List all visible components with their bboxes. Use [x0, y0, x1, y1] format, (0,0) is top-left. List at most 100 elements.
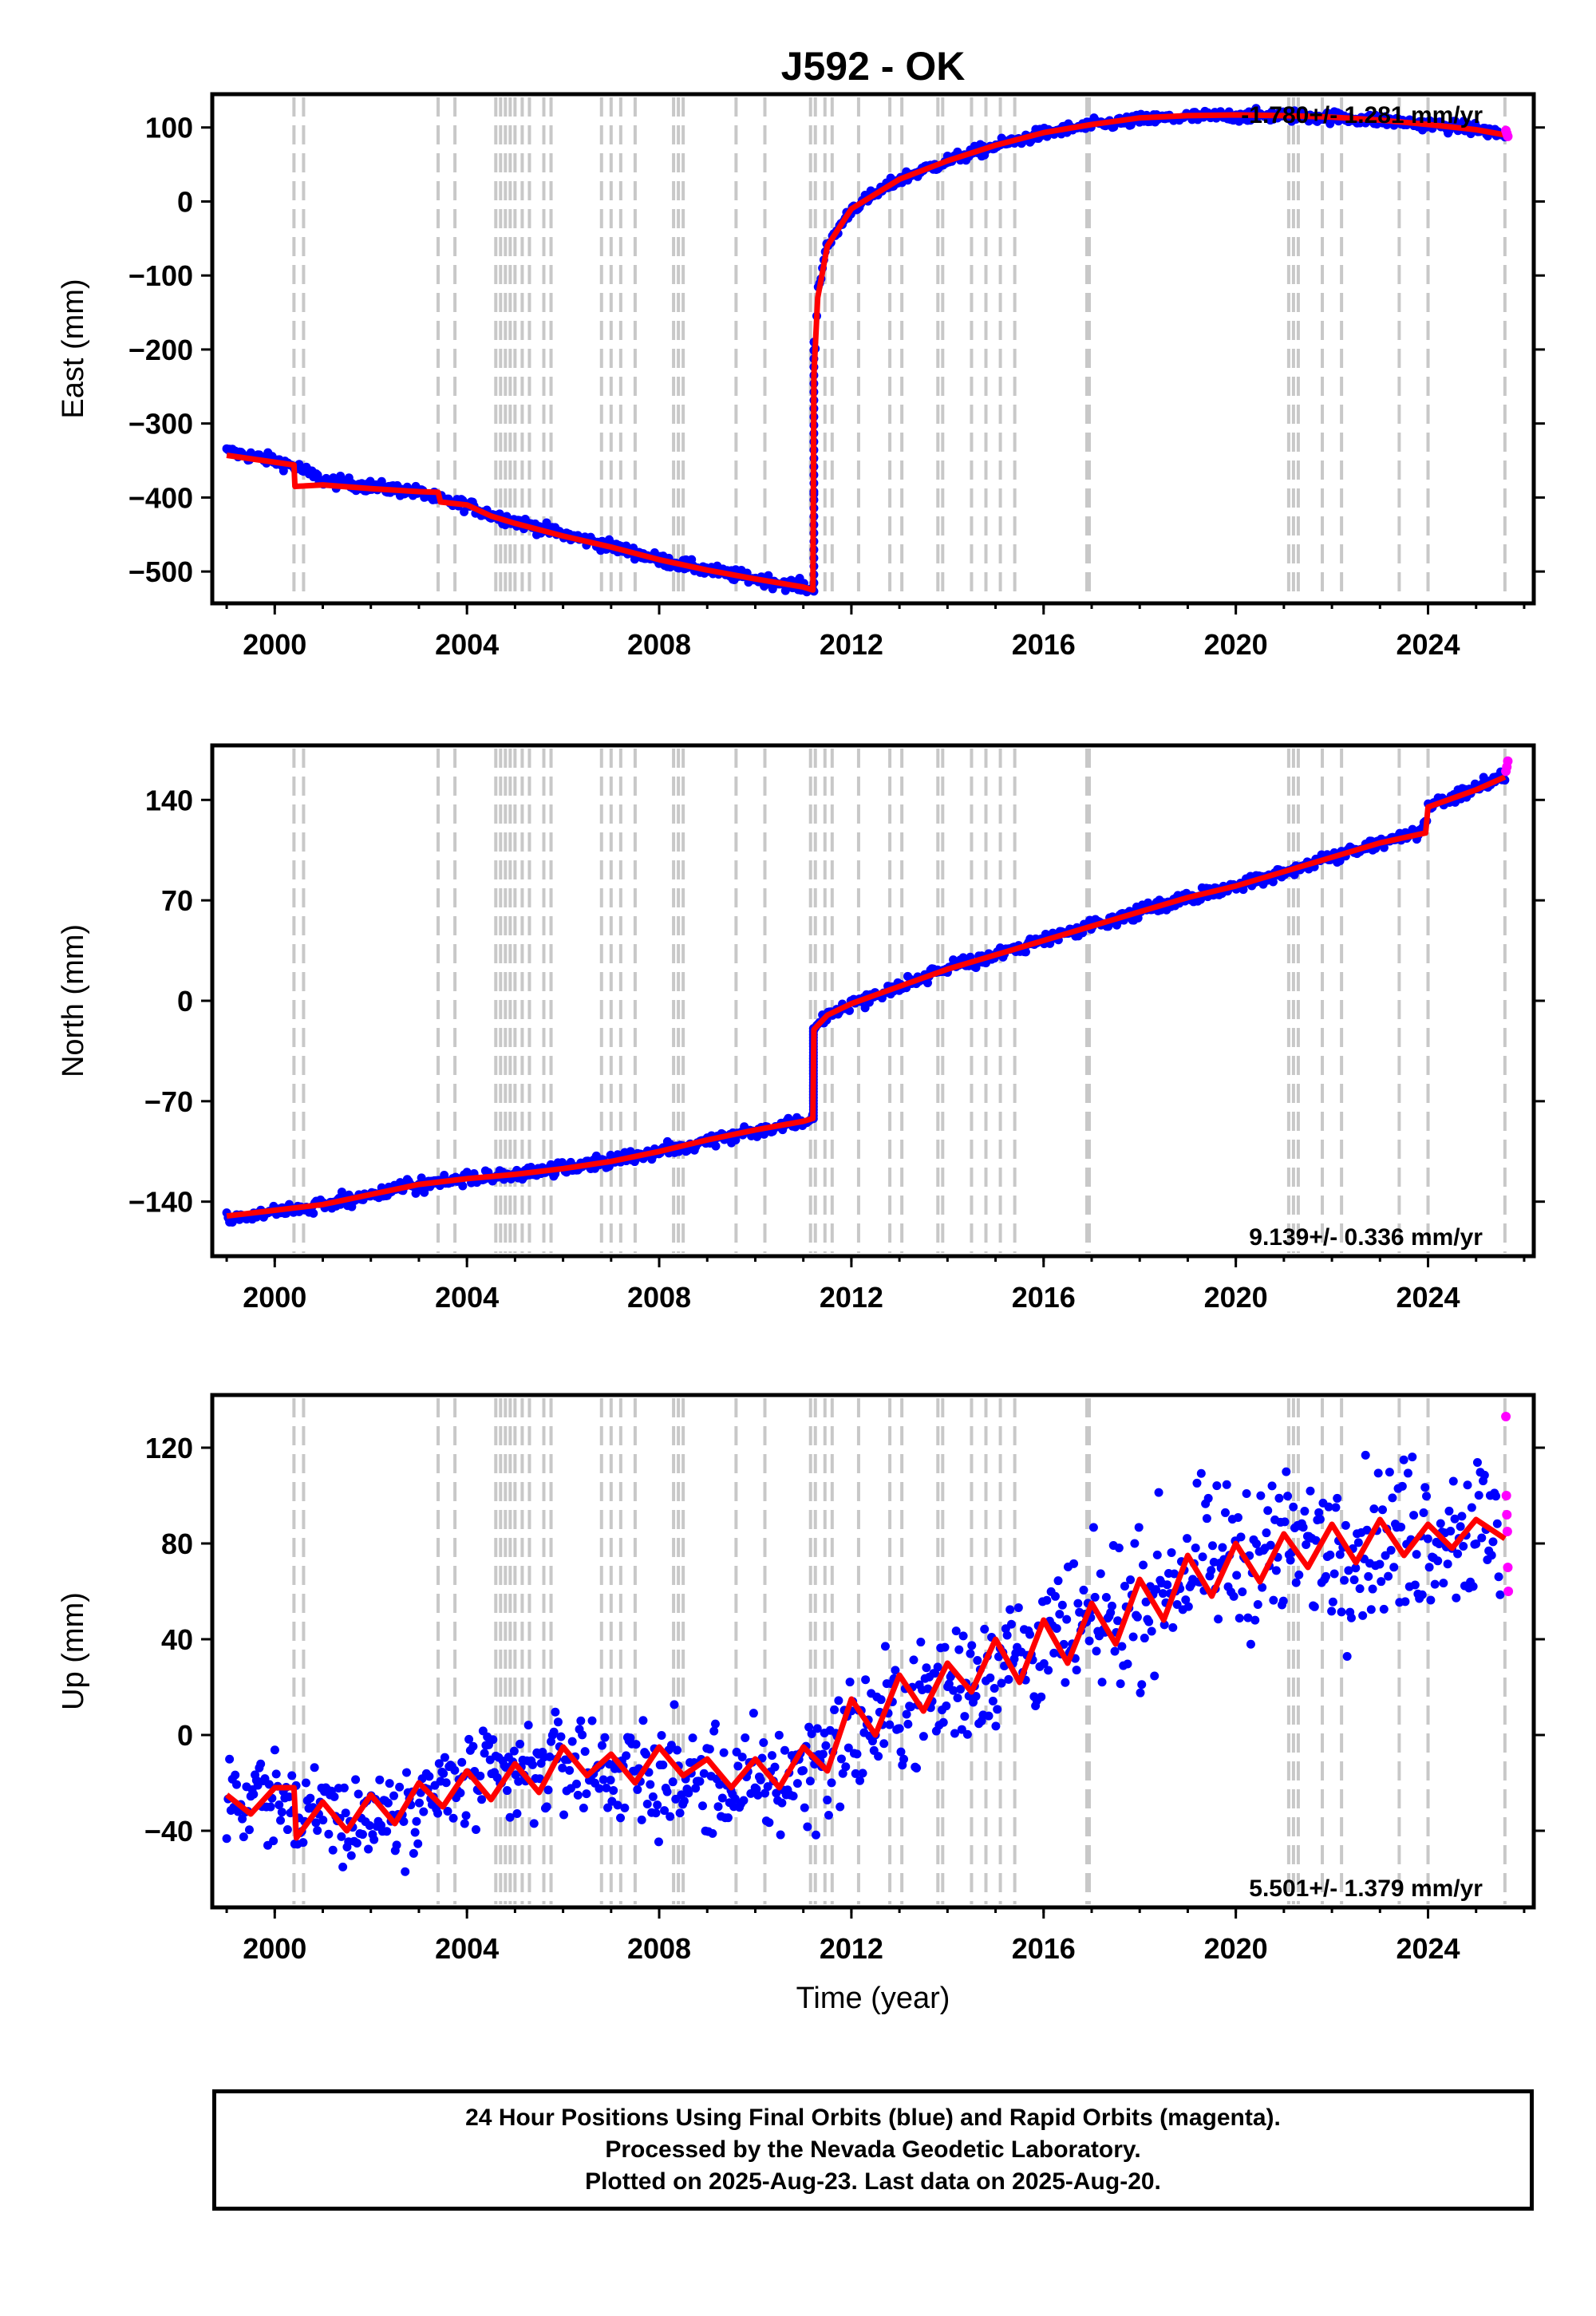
final-orbit-point — [1419, 1508, 1428, 1518]
final-orbit-point — [1235, 1614, 1244, 1623]
north-data — [222, 756, 1513, 1227]
x-tick-label: 2020 — [1204, 628, 1268, 661]
final-orbit-point — [1140, 1634, 1149, 1643]
final-orbit-point — [516, 1739, 525, 1749]
final-orbit-point — [1120, 1582, 1129, 1591]
final-orbit-point — [1457, 1512, 1467, 1521]
final-orbit-point — [1172, 1599, 1182, 1609]
final-orbit-point — [410, 1828, 420, 1837]
final-orbit-point — [1335, 1550, 1345, 1559]
final-orbit-point — [523, 1721, 533, 1730]
final-orbit-point — [565, 1765, 575, 1775]
up-y-axis-label: Up (mm) — [57, 1592, 90, 1710]
final-orbit-point — [1329, 1569, 1339, 1579]
model-fit-line — [226, 774, 1507, 1219]
x-tick-label: 2000 — [243, 628, 306, 661]
note-line-1: 24 Hour Positions Using Final Orbits (bl… — [465, 2105, 1281, 2131]
final-orbit-point — [284, 1792, 294, 1801]
final-orbit-point — [330, 1792, 339, 1801]
final-orbit-point — [354, 1789, 363, 1799]
final-orbit-point — [602, 1783, 611, 1792]
x-tick-label: 2004 — [435, 1281, 499, 1314]
final-orbit-point — [874, 1752, 883, 1761]
final-orbit-point — [666, 1812, 675, 1821]
final-orbit-point — [1183, 1534, 1192, 1543]
final-orbit-point — [642, 1799, 652, 1808]
final-orbit-point — [777, 1798, 787, 1808]
final-orbit-point — [1333, 1493, 1342, 1503]
final-orbit-point — [753, 1790, 763, 1800]
final-orbit-point — [1477, 1533, 1487, 1543]
final-orbit-point — [1286, 1555, 1295, 1565]
final-orbit-point — [231, 1780, 241, 1789]
final-orbit-point — [222, 1834, 231, 1844]
x-tick-label: 2016 — [1012, 1281, 1076, 1314]
final-orbit-point — [1422, 1492, 1432, 1501]
final-orbit-point — [799, 1766, 808, 1776]
final-orbit-point — [549, 1727, 559, 1737]
x-tick-label: 2012 — [820, 1281, 883, 1314]
final-orbit-point — [434, 1759, 444, 1769]
final-orbit-point — [730, 1794, 740, 1804]
final-orbit-point — [1409, 1511, 1419, 1520]
final-orbit-point — [414, 1798, 424, 1808]
final-orbit-point — [903, 1719, 913, 1729]
final-orbit-point — [933, 1662, 942, 1672]
final-orbit-point — [460, 1819, 469, 1828]
final-orbit-point — [949, 1686, 958, 1695]
final-orbit-point — [1123, 1659, 1132, 1669]
final-orbit-point — [1069, 1559, 1079, 1568]
final-orbit-point — [1282, 1467, 1291, 1476]
final-orbit-point — [1196, 1468, 1206, 1478]
final-orbit-point — [595, 1784, 604, 1793]
note-line-2: Processed by the Nevada Geodetic Laborat… — [605, 2136, 1141, 2163]
final-orbit-point — [958, 1631, 968, 1641]
final-orbit-point — [1191, 1543, 1200, 1553]
final-orbit-point — [1456, 1522, 1465, 1531]
final-orbit-point — [1424, 1563, 1434, 1572]
final-orbit-point — [270, 1745, 279, 1755]
final-orbit-point — [1459, 1542, 1468, 1551]
final-orbit-point — [460, 507, 469, 516]
final-orbit-point — [800, 1803, 809, 1812]
final-orbit-point — [637, 1815, 646, 1824]
final-orbit-point — [980, 1624, 990, 1634]
rapid-orbit-point — [1503, 131, 1513, 141]
final-orbit-point — [1341, 1520, 1350, 1530]
final-orbit-point — [383, 1798, 393, 1808]
final-orbit-point — [653, 1800, 662, 1810]
final-orbit-point — [1389, 1563, 1399, 1572]
final-orbit-point — [631, 1740, 641, 1749]
final-orbit-point — [1311, 1535, 1321, 1545]
final-orbit-point — [545, 1752, 555, 1761]
final-orbit-point — [1381, 1551, 1390, 1560]
final-orbit-point — [756, 1775, 765, 1784]
rapid-orbit-point — [1503, 1587, 1514, 1596]
final-orbit-point — [457, 1757, 467, 1767]
final-orbit-point — [1315, 1515, 1325, 1524]
final-orbit-point — [1384, 1571, 1393, 1581]
final-orbit-point — [358, 1830, 367, 1840]
final-orbit-point — [1113, 1616, 1123, 1626]
final-orbit-point — [275, 1800, 284, 1810]
final-orbit-point — [1423, 1534, 1432, 1543]
final-orbit-point — [660, 1806, 670, 1816]
final-orbit-point — [648, 1792, 658, 1801]
final-orbit-point — [620, 1803, 630, 1812]
final-orbit-point — [1368, 1584, 1377, 1594]
final-orbit-point — [1202, 1514, 1211, 1524]
final-orbit-point — [441, 1778, 451, 1788]
up-axis-ticks: 2000 2004 2008 2012 2016 2020 2024 −40 0 40 80 120 — [144, 1432, 1545, 1965]
final-orbit-point — [1450, 1514, 1460, 1524]
final-orbit-point — [841, 1762, 851, 1772]
final-orbit-point — [1268, 877, 1278, 887]
final-orbit-point — [1314, 1508, 1324, 1517]
final-orbit-point — [1096, 1569, 1105, 1579]
final-orbit-point — [511, 1770, 520, 1780]
y-tick-label: −40 — [144, 1815, 193, 1848]
final-orbit-point — [641, 1749, 650, 1759]
final-orbit-point — [971, 1692, 981, 1701]
final-orbit-point — [852, 1749, 862, 1759]
final-orbit-point — [818, 1749, 828, 1759]
final-orbit-point — [699, 1769, 709, 1778]
